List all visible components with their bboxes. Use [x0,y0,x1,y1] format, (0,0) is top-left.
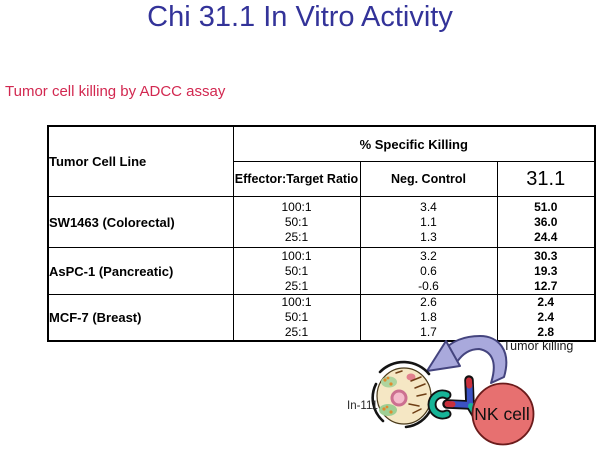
organelle-green [379,404,397,416]
neg-control-values: 3.2 0.6 -0.6 [359,247,498,295]
cell-line-label: AsPC-1 (Pancreatic) [47,247,234,295]
cell-membrane-arc [371,382,385,423]
chi311-values: 30.3 19.3 12.7 [496,247,596,295]
chi311-values: 51.0 36.0 24.4 [496,196,596,248]
neg-control-values: 3.4 1.1 1.3 [359,196,498,248]
ratio-values: 100:1 50:1 25:1 [232,196,361,248]
nk-cell-label: NK cell [474,404,529,424]
chi311-values: 2.4 2.4 2.8 [496,294,596,342]
table-row-aspc1: AsPC-1 (Pancreatic) 100:1 50:1 25:1 3.2 … [47,247,596,295]
ratio-values: 100:1 50:1 25:1 [232,247,361,295]
cell-line-label: SW1463 (Colorectal) [47,196,234,248]
column-header-31-1: 31.1 [496,161,596,197]
organelle-dots [382,376,393,414]
ratio-values: 100:1 50:1 25:1 [232,294,361,342]
cell-line-label: MCF-7 (Breast) [47,294,234,342]
nk-cell-circle [471,382,535,446]
adcc-mechanism-diagram: NK cell Tumor killing In-111 [347,335,573,446]
neg-control-values: 2.6 1.8 1.7 [359,294,498,342]
tumor-cell-illustration [371,360,433,429]
column-header-neg-control: Neg. Control [359,161,498,197]
cell-membrane-arc [378,360,431,376]
mitochondria-streaks [395,370,427,414]
column-header-effector-target-ratio: Effector:Target Ratio [232,161,361,197]
in-111-label: In-111 [347,400,378,412]
group-header-specific-killing: % Specific Killing [232,125,596,162]
receptor-clamp-icon [427,389,452,420]
organelle-red [406,373,416,381]
table-row-sw1463: SW1463 (Colorectal) 100:1 50:1 25:1 3.4 … [47,196,596,248]
column-header-tumor-cell-line: Tumor Cell Line [47,125,234,197]
tumor-killing-arrow-icon [426,335,508,384]
nucleus [390,389,408,407]
adcc-results-table: Tumor Cell Line % Specific Killing Effec… [47,125,597,342]
slide-subtitle: Tumor cell killing by ADCC assay [5,83,226,100]
tumor-killing-label: Tumor killing [503,339,573,353]
slide-title: Chi 31.1 In Vitro Activity [147,1,453,33]
table-row-mcf7: MCF-7 (Breast) 100:1 50:1 25:1 2.6 1.8 1… [47,294,596,342]
arrowhead [426,340,461,372]
